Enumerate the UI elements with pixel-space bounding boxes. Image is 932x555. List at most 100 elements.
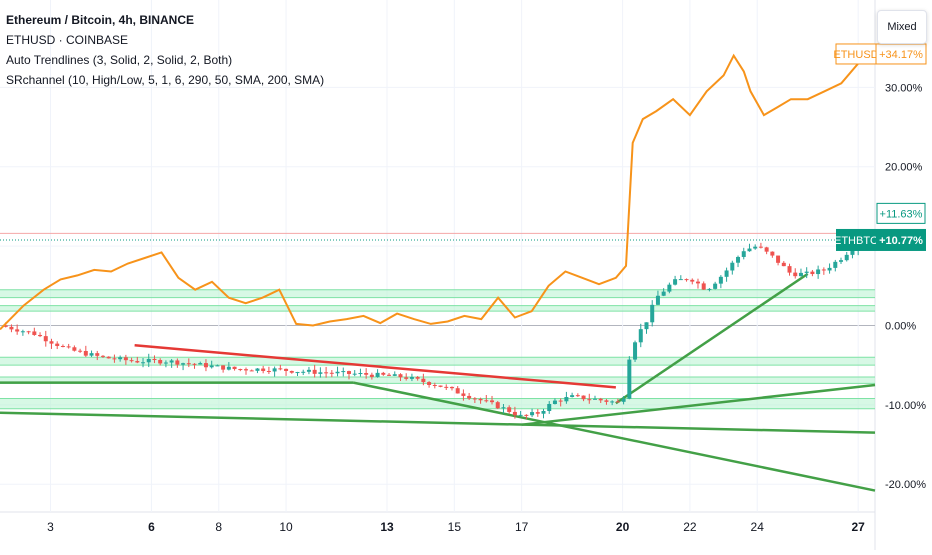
candle-body [593,398,597,400]
candle-body [478,398,483,401]
candle-body [226,366,231,370]
candle-body [38,334,43,337]
candle-body [753,246,758,249]
ethusd-symbol-label: ETHUSD [833,49,878,61]
x-tick-label: 13 [380,520,394,534]
candle-body [192,363,197,365]
candle-body [770,251,775,256]
candle-body [324,372,329,374]
candle-body [798,272,803,277]
candle-body [530,412,535,416]
candle-body [232,366,237,370]
candle-body [718,276,723,284]
candle-body [89,353,94,356]
compare-symbol[interactable]: ETHUSD · COINBASE [6,33,129,47]
candle-body [844,254,849,261]
candle-body [20,331,25,333]
x-tick-label: 8 [215,520,222,534]
scale-mode-button[interactable]: Mixed [877,10,927,44]
candle-body [793,272,798,277]
candle-body [266,370,271,372]
candle-body [638,329,643,343]
ethusd-line [0,53,869,331]
sr-channel-zone [0,289,875,298]
candle-body [163,362,168,364]
candle-body [381,372,386,375]
x-tick-label: 20 [616,520,630,534]
candle-body [787,266,792,273]
candle-body [152,358,157,361]
candle-body [135,361,140,363]
candle-body [112,358,117,360]
candle-body [833,261,838,268]
symbol-title[interactable]: Ethereum / Bitcoin, 4h, BINANCE [6,13,195,27]
candle-body [547,403,552,411]
candle-body [186,363,191,365]
candle-body [141,362,146,364]
indicator-srchannel[interactable]: SRchannel (10, High/Low, 5, 1, 6, 290, 5… [6,73,325,87]
candle-body [312,369,317,374]
candle-body [501,407,506,409]
candle-body [306,369,311,372]
candle-body [215,365,220,367]
candle-body [15,329,20,332]
candle-body [118,357,123,360]
candle-body [604,400,609,402]
candle-body [541,410,546,414]
candle-body [83,350,88,356]
candle-body [764,247,769,252]
candle-body [610,401,615,403]
y-tick-label: -20.00% [885,479,926,491]
candle-body [776,255,781,263]
trendline-red [134,344,616,389]
candle-body [707,288,712,290]
candle-body [701,283,706,290]
y-tick-label: -10.00% [885,400,926,412]
candle-body [404,377,409,379]
candle-body [43,336,48,342]
candle-body [375,372,380,377]
trendline-green [0,411,876,434]
resistance-value-badge [876,202,926,224]
y-tick-label: 20.00% [885,162,923,174]
candle-body [289,370,294,373]
candle-body [581,395,586,400]
candle-body [570,395,575,398]
candle-body [409,377,414,379]
candle-body [301,371,306,373]
candle-body [427,382,432,385]
candle-body [221,365,226,370]
candle-body [467,395,472,399]
candle-body [169,360,174,363]
indicator-auto-trendlines[interactable]: Auto Trendlines (3, Solid, 2, Solid, 2, … [6,53,233,67]
x-tick-label: 10 [279,520,293,534]
candle-body [621,398,626,402]
candle-body [661,291,666,296]
candle-body [684,279,689,281]
trendline-green [521,383,876,426]
candle-series [3,237,866,420]
candle-body [655,295,660,305]
candle-body [449,386,454,389]
candle-body [615,401,620,403]
candle-body [261,368,266,371]
candle-body [55,343,60,346]
candle-body [318,372,323,374]
candle-body [633,342,638,360]
candle-body [673,279,678,285]
candle-body [209,365,214,368]
y-tick-label: 0.00% [885,320,916,332]
sr-channel-zone [0,305,875,312]
x-tick-label: 6 [148,520,155,534]
candle-body [175,360,180,365]
candle-body [839,260,844,262]
candle-body [518,414,523,416]
candle-body [444,386,449,388]
candle-body [713,283,718,289]
candle-body [72,347,77,351]
resistance-value-label: +11.63% [880,208,923,220]
candle-body [758,246,763,248]
ethbtc-symbol-badge [836,228,876,251]
